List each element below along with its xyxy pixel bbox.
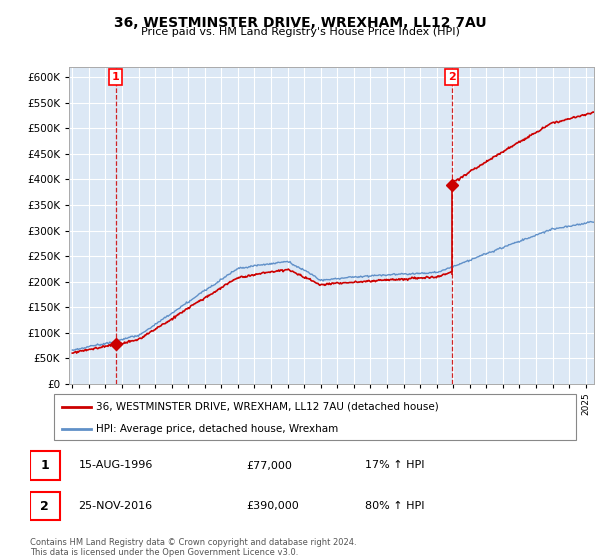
Text: Contains HM Land Registry data © Crown copyright and database right 2024.
This d: Contains HM Land Registry data © Crown c… xyxy=(30,538,356,557)
Text: 2: 2 xyxy=(40,500,49,512)
Text: 2: 2 xyxy=(448,72,455,82)
Text: 36, WESTMINSTER DRIVE, WREXHAM, LL12 7AU (detached house): 36, WESTMINSTER DRIVE, WREXHAM, LL12 7AU… xyxy=(96,402,439,412)
Text: 17% ↑ HPI: 17% ↑ HPI xyxy=(365,460,424,470)
Text: 36, WESTMINSTER DRIVE, WREXHAM, LL12 7AU: 36, WESTMINSTER DRIVE, WREXHAM, LL12 7AU xyxy=(113,16,487,30)
FancyBboxPatch shape xyxy=(54,394,576,440)
Text: £77,000: £77,000 xyxy=(246,460,292,470)
Text: £390,000: £390,000 xyxy=(246,501,299,511)
Text: 25-NOV-2016: 25-NOV-2016 xyxy=(79,501,153,511)
Text: 15-AUG-1996: 15-AUG-1996 xyxy=(79,460,153,470)
Text: 80% ↑ HPI: 80% ↑ HPI xyxy=(365,501,424,511)
Text: HPI: Average price, detached house, Wrexham: HPI: Average price, detached house, Wrex… xyxy=(96,424,338,435)
FancyBboxPatch shape xyxy=(30,451,60,480)
Text: 1: 1 xyxy=(112,72,119,82)
Text: Price paid vs. HM Land Registry's House Price Index (HPI): Price paid vs. HM Land Registry's House … xyxy=(140,27,460,37)
Text: 1: 1 xyxy=(40,459,49,472)
FancyBboxPatch shape xyxy=(30,492,60,520)
